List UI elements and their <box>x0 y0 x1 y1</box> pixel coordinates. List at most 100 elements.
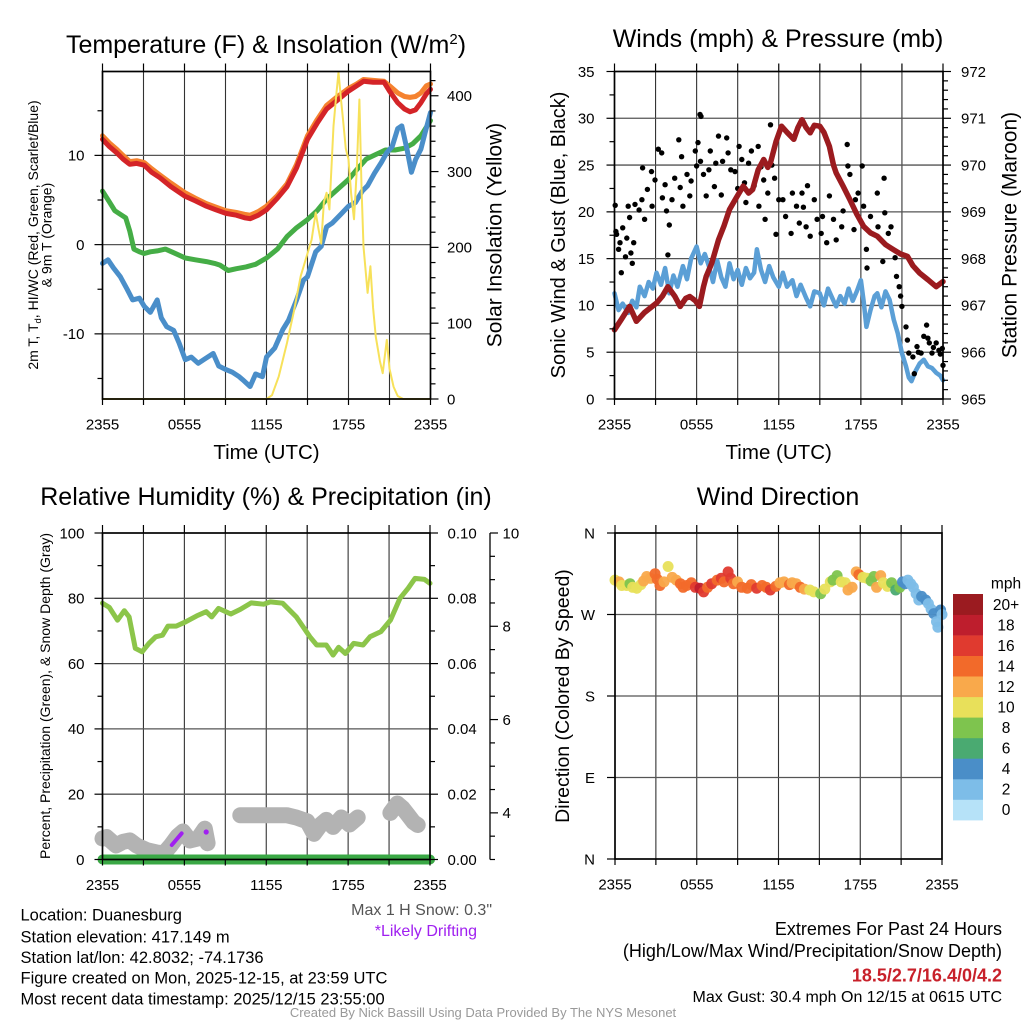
credit-line: Created By Nick Bassill Using Data Provi… <box>290 1005 677 1020</box>
gust-point <box>844 141 850 148</box>
gust-point <box>718 192 724 198</box>
gust-point <box>830 216 837 222</box>
temperature-chart-title: Temperature (F) & Insolation (W/m2) <box>66 31 466 59</box>
y2-axis: 0 100 200 300 400 <box>430 79 472 408</box>
snow-segment <box>382 795 426 833</box>
y-axis-tick-label: 40 <box>68 721 85 738</box>
gust-point <box>885 230 891 237</box>
y2-axis-tick-label: 0 <box>447 391 455 408</box>
gust-point <box>799 190 805 196</box>
gust-point <box>659 195 666 201</box>
gust-point <box>899 303 905 310</box>
pressure-line <box>611 116 946 333</box>
gust-point <box>652 177 658 183</box>
gust-point <box>845 163 851 169</box>
gust-point <box>911 371 917 377</box>
gust-point <box>625 203 631 209</box>
colorbar-label: 2 <box>1002 782 1011 799</box>
colorbar-title: mph <box>991 576 1021 593</box>
gust-point <box>672 175 678 181</box>
gust-point <box>814 216 820 222</box>
y-axis: N E S W N <box>581 525 615 868</box>
gust-point <box>680 203 686 209</box>
gust-point <box>906 350 912 356</box>
y-axis-tick-label: 10 <box>578 298 595 315</box>
drift-series <box>169 829 209 847</box>
y-axis-title-text: Percent, Precipitation (Green), & Snow D… <box>37 533 53 859</box>
gust-point <box>641 216 648 222</box>
gust-point <box>881 175 887 181</box>
gust-point <box>867 213 874 220</box>
gust-point <box>864 265 870 271</box>
gust-point <box>860 203 867 209</box>
drift-segment <box>169 831 184 847</box>
direction-chart: 2355 0555 1155 1755 2355NESWN024681012141618… <box>581 525 1021 894</box>
gust-point <box>677 184 683 191</box>
gust-point <box>697 158 704 164</box>
y2-axis-tick-label: 0.08 <box>448 591 477 608</box>
gust-point <box>888 224 894 230</box>
gust-point <box>639 165 646 171</box>
y-axis-tick-label: 0 <box>76 237 84 254</box>
y-axis-tick-label: E <box>585 770 595 787</box>
gust-point <box>743 199 749 206</box>
extremes-values-text: 18.5/2.7/16.4/0/4.2 <box>852 966 1002 986</box>
y2-axis-tick-label: 972 <box>961 64 986 81</box>
y-axis-tick-label: 15 <box>578 251 595 268</box>
gust-point <box>748 148 755 154</box>
y2-axis-tick-label: 0.00 <box>448 852 477 869</box>
gust-point <box>776 197 782 203</box>
gust-point <box>663 208 670 214</box>
colorbar-bin <box>953 594 983 615</box>
gust-point <box>897 293 904 299</box>
gust-point <box>761 177 767 183</box>
colorbar-label: 16 <box>997 638 1014 655</box>
colorbar-label: 14 <box>997 658 1015 675</box>
colorbar-bin <box>953 614 983 636</box>
gust-point <box>695 139 701 146</box>
gust-point <box>624 235 630 241</box>
gust-point <box>662 182 668 188</box>
gust-point <box>804 183 811 189</box>
direction-point <box>932 621 944 633</box>
title-text: Relative Humidity (%) & Precipitation (i… <box>40 483 492 511</box>
gust-point <box>807 233 813 239</box>
gust-point <box>684 171 690 178</box>
gust-point <box>793 203 800 209</box>
snow-segment <box>94 820 216 862</box>
gust-point <box>859 163 865 169</box>
colorbar-label: 8 <box>1002 720 1011 737</box>
y2-axis-title-text: Solar Insolation (Yellow) <box>484 123 507 348</box>
gust-point <box>796 220 802 226</box>
chart-titles: Temperature (F) & Insolation (W/m2) Wind… <box>40 25 943 511</box>
y2-axis-tick-label: 969 <box>961 204 986 221</box>
x-tick-label: 1155 <box>250 417 282 434</box>
colorbar-bin <box>953 655 983 677</box>
gust-point <box>666 222 672 228</box>
y-axis: 0 20 40 60 80 100 <box>59 525 103 869</box>
extremes-fields-text: (High/Low/Max Wind/Precipitation/Snow De… <box>623 941 1002 961</box>
gust-point <box>725 150 731 156</box>
gust-point <box>875 224 881 230</box>
gust-point <box>762 216 768 222</box>
colorbar-bin <box>953 696 983 718</box>
gust-point <box>800 204 807 210</box>
x-tick-label: 2355 <box>598 877 631 894</box>
colorbar-bin <box>953 799 983 821</box>
y3-axis-tick-label: 4 <box>503 805 511 822</box>
chart-layer: 2355 0555 1155 1755 2355-1001001002003004002… <box>59 63 1021 894</box>
x-axis: 2355 0555 1155 1755 2355 <box>598 63 960 434</box>
winds-chart: 2355 0555 1155 1755 235505101520253035965966… <box>578 63 986 434</box>
y-axis-title-prefix: 2m T, T <box>25 323 41 370</box>
gust-point <box>687 193 693 199</box>
gust-point <box>639 197 645 203</box>
y2-axis-title-text: Station Pressure (Maroon) <box>999 112 1022 358</box>
y-axis-tick-label: 20 <box>578 204 595 221</box>
y2-axis-tick-label: 100 <box>447 316 472 333</box>
gust-point <box>896 284 902 290</box>
gust-point <box>678 154 685 160</box>
gust-point <box>923 322 930 328</box>
gust-point <box>933 340 939 346</box>
colorbar-label: 18 <box>997 617 1014 634</box>
